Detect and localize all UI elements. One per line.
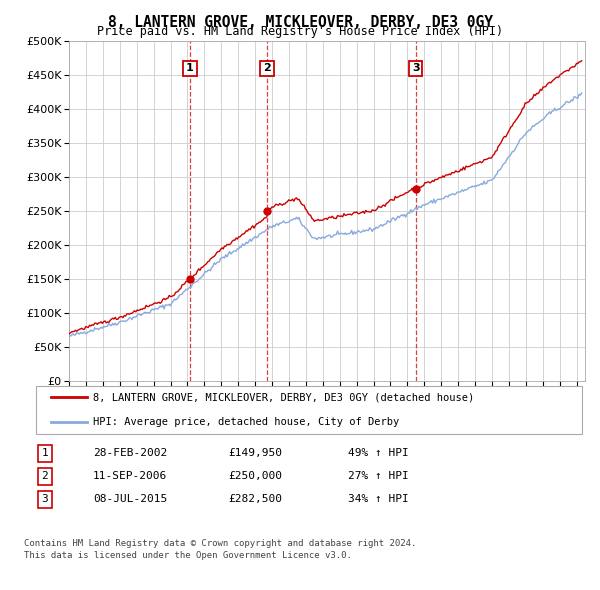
Text: 3: 3	[412, 64, 419, 73]
Text: £149,950: £149,950	[228, 448, 282, 458]
Text: 8, LANTERN GROVE, MICKLEOVER, DERBY, DE3 0GY (detached house): 8, LANTERN GROVE, MICKLEOVER, DERBY, DE3…	[93, 392, 474, 402]
Text: 1: 1	[41, 448, 49, 458]
Text: 28-FEB-2002: 28-FEB-2002	[93, 448, 167, 458]
Text: 8, LANTERN GROVE, MICKLEOVER, DERBY, DE3 0GY: 8, LANTERN GROVE, MICKLEOVER, DERBY, DE3…	[107, 15, 493, 30]
Text: 2: 2	[41, 471, 49, 481]
Text: £282,500: £282,500	[228, 494, 282, 504]
Text: 49% ↑ HPI: 49% ↑ HPI	[348, 448, 409, 458]
Text: 1: 1	[186, 64, 194, 73]
Text: HPI: Average price, detached house, City of Derby: HPI: Average price, detached house, City…	[93, 417, 399, 427]
Text: 3: 3	[41, 494, 49, 504]
Text: 2: 2	[263, 64, 271, 73]
Text: Price paid vs. HM Land Registry's House Price Index (HPI): Price paid vs. HM Land Registry's House …	[97, 25, 503, 38]
Text: Contains HM Land Registry data © Crown copyright and database right 2024.: Contains HM Land Registry data © Crown c…	[24, 539, 416, 548]
Text: 11-SEP-2006: 11-SEP-2006	[93, 471, 167, 481]
Text: This data is licensed under the Open Government Licence v3.0.: This data is licensed under the Open Gov…	[24, 552, 352, 560]
Text: £250,000: £250,000	[228, 471, 282, 481]
Text: 27% ↑ HPI: 27% ↑ HPI	[348, 471, 409, 481]
Text: 08-JUL-2015: 08-JUL-2015	[93, 494, 167, 504]
Text: 34% ↑ HPI: 34% ↑ HPI	[348, 494, 409, 504]
